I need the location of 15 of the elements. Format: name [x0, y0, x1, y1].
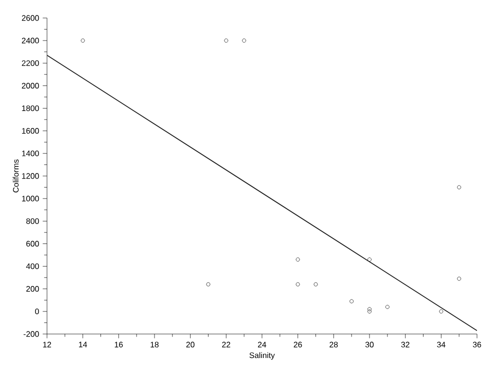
point: [367, 309, 372, 314]
point: [242, 38, 246, 43]
point: [457, 276, 462, 281]
point: [367, 307, 372, 312]
point: [350, 299, 354, 304]
point: [385, 304, 390, 309]
point: [314, 282, 318, 286]
point: [80, 38, 85, 43]
point: [224, 38, 228, 43]
point: [457, 185, 462, 190]
point: [206, 282, 210, 286]
point: [439, 309, 444, 314]
point: [296, 282, 300, 286]
point: [296, 257, 300, 262]
point: [367, 257, 372, 262]
